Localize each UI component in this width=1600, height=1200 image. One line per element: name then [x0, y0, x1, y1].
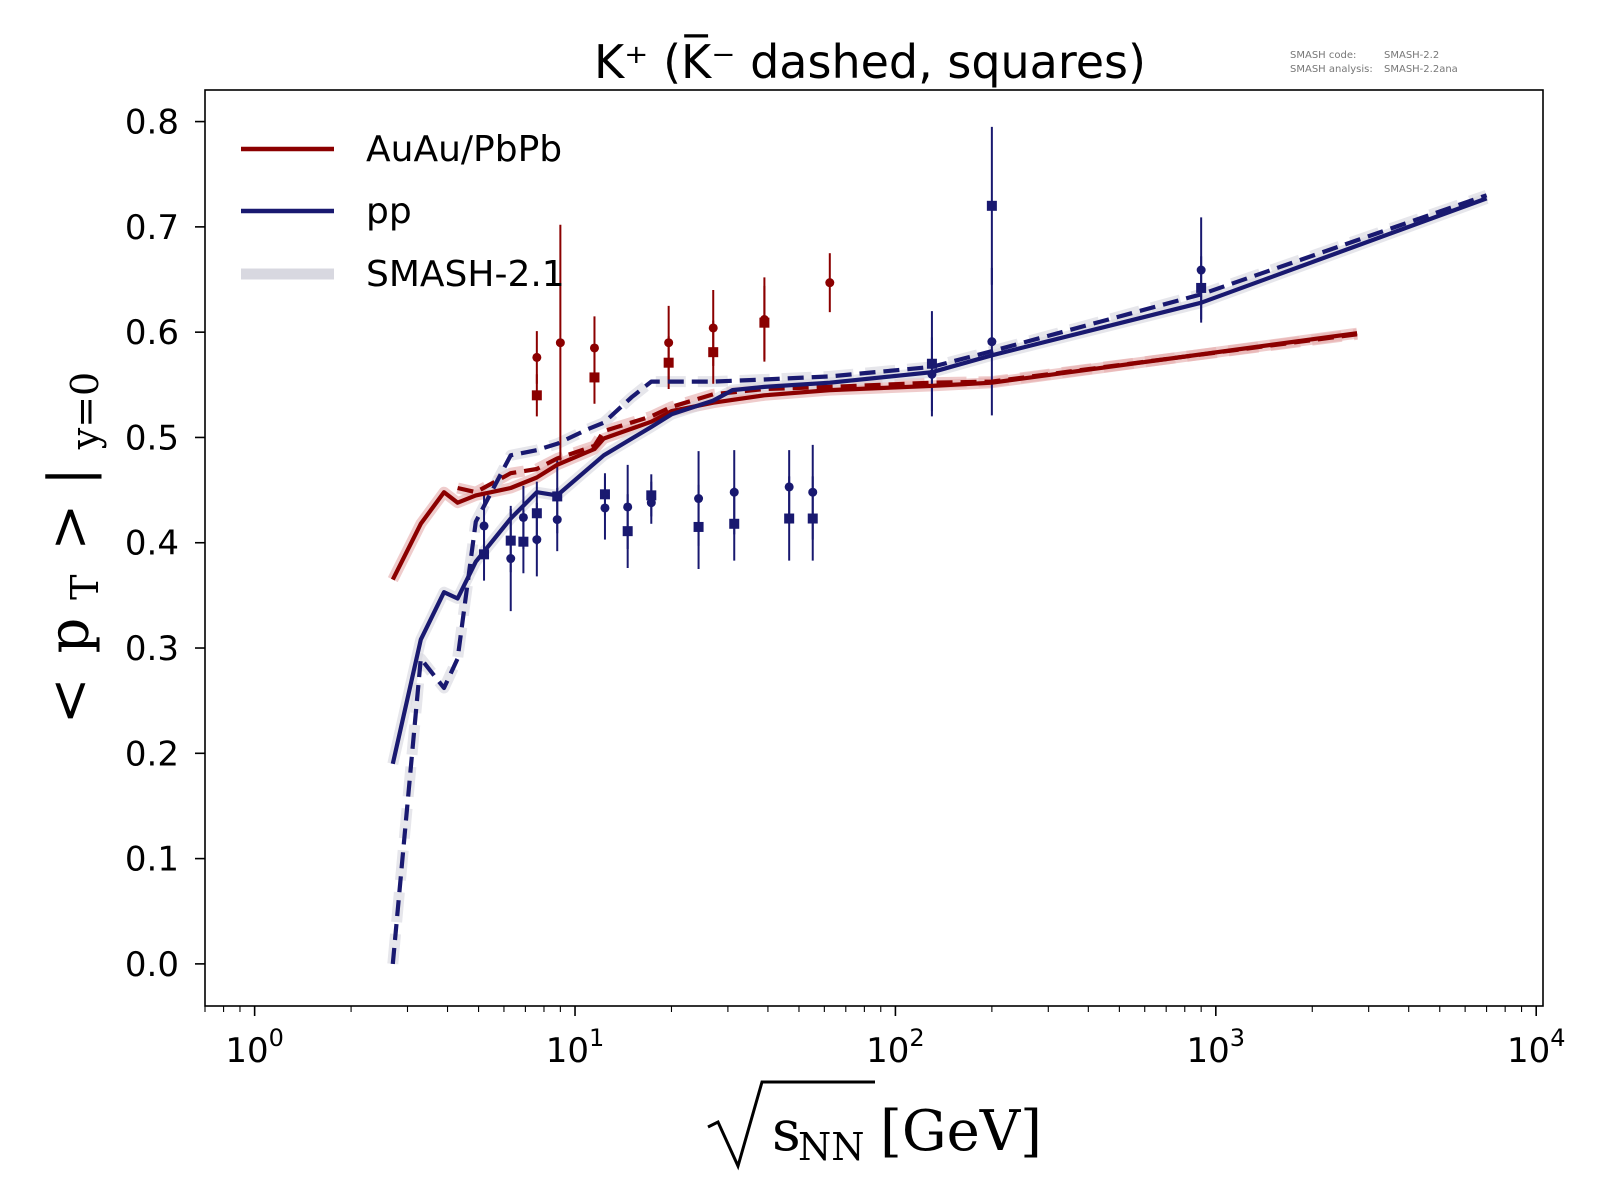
x-tick-label: 103 [1187, 1024, 1246, 1071]
series-line-aa-kminus [457, 332, 1358, 495]
data-point-square [531, 390, 542, 401]
x-axis-label-s: s [772, 1099, 801, 1164]
y-tick-label: 0.1 [125, 840, 179, 880]
series-line-aa-kplus [390, 331, 1358, 581]
legend: AuAu/PbPb pp SMASH-2.1 [241, 129, 565, 295]
y-axis-label-gt: > | [37, 467, 102, 551]
x-tick-label: 102 [866, 1024, 925, 1071]
ref-line-pp-kminus [387, 190, 1489, 965]
meta-info: SMASH code: SMASH-2.2 SMASH analysis: SM… [1290, 50, 1458, 75]
data-point-circle [825, 278, 835, 288]
y-tick-label: 0.0 [125, 945, 179, 985]
data-point-circle [555, 338, 565, 348]
meta-code-value: SMASH-2.2 [1384, 50, 1439, 61]
legend-label-pp: pp [366, 191, 412, 232]
data-point-circle [987, 337, 997, 347]
chart-title: K⁺ (K̅⁻ dashed, squares) [594, 34, 1146, 89]
legend-label-ref: SMASH-2.1 [366, 254, 565, 295]
data-point-square [599, 489, 610, 500]
data-point-square [518, 536, 529, 547]
data-point-circle [589, 343, 599, 353]
y-axis-label-ysub: y=0 [63, 372, 107, 450]
data-point-square [807, 513, 818, 524]
y-tick-label: 0.7 [125, 208, 179, 248]
x-tick-label: 104 [1507, 1024, 1566, 1071]
svg-text:< p T > |: < p T > | y=0 [37, 372, 112, 724]
data-point-square [1196, 282, 1207, 293]
meta-analysis-value: SMASH-2.2ana [1384, 64, 1458, 75]
data-point-square [693, 521, 704, 532]
data-point-square [622, 526, 633, 537]
y-tick-label: 0.8 [125, 103, 179, 143]
data-point-square [926, 358, 937, 369]
meta-analysis-label: SMASH analysis: [1290, 64, 1373, 75]
x-axis-label-sub: NN [798, 1125, 865, 1169]
legend-label-aa: AuAu/PbPb [366, 129, 562, 170]
y-axis-label-lt: < [37, 677, 102, 724]
data-point-square [589, 372, 600, 383]
y-tick-label: 0.5 [125, 418, 179, 458]
y-tick-label: 0.6 [125, 313, 179, 353]
y-tick-label: 0.2 [125, 734, 179, 774]
y-axis: 0.0 0.1 0.2 0.3 0.4 0.5 0.6 0.7 0.8 [125, 103, 205, 985]
plot-area [387, 126, 1489, 965]
data-point-square [708, 347, 719, 358]
series-line-pp-kminus [390, 193, 1488, 965]
data-point-square [986, 200, 997, 211]
x-axis-label: s NN [GeV] [707, 1080, 1042, 1171]
meta-code-label: SMASH code: [1290, 50, 1356, 61]
data-point-square [729, 518, 740, 529]
data-point-circle [532, 352, 542, 362]
data-point-square [646, 490, 657, 501]
data-point-square [531, 508, 542, 519]
sqrt-symbol [707, 1080, 875, 1171]
y-axis-label-p: p [37, 618, 102, 654]
y-axis-label-psub: T [63, 574, 107, 599]
x-tick-label: 101 [546, 1024, 605, 1071]
series-line-pp-kplus [390, 196, 1488, 765]
data-point-circle [479, 521, 489, 531]
data-point-square [759, 317, 770, 328]
x-axis: 100 101 102 103 104 [204, 1006, 1566, 1071]
data-point-square [505, 535, 516, 546]
y-axis-label: < p T > | y=0 [37, 372, 112, 724]
y-tick-label: 0.3 [125, 629, 179, 669]
data-point-square [784, 513, 795, 524]
data-point-square [663, 357, 674, 368]
plot-frame [204, 89, 1544, 1007]
x-axis-label-unit: [GeV] [880, 1099, 1042, 1164]
y-tick-label: 0.4 [125, 524, 179, 564]
x-tick-label: 100 [225, 1024, 284, 1071]
